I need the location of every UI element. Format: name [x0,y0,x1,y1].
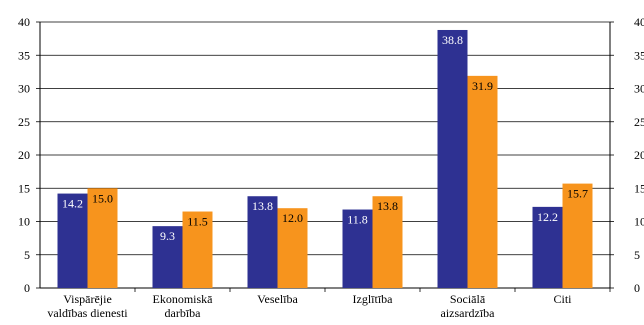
data-label: 38.8 [442,33,463,47]
data-label: 13.8 [377,199,398,213]
data-label: 14.2 [62,197,83,211]
category-label-line: Citi [553,292,572,306]
data-label: 11.5 [187,215,208,229]
y-tick-label-left: 30 [18,82,30,96]
axes: 0 0 5 5 10 10 15 15 20 20 25 25 30 30 35 35 40 40 [18,15,644,295]
category-labels: Vispārējie valdības dienesti Ekonomiskā dar… [47,292,572,320]
y-tick-label-left: 10 [18,215,30,229]
category-label-line: Izglītība [353,292,394,306]
data-label: 31.9 [472,79,493,93]
category-label-line: Veselība [257,292,298,306]
category-label: Citi [553,292,572,306]
data-labels: 14.2 15.0 9.3 11.5 13.8 12.0 11.8 13.8 38.8 31.9 1… [62,33,588,243]
bar [342,209,373,288]
y-tick-label-left: 35 [18,48,30,62]
data-label: 12.2 [537,210,558,224]
bar [57,193,88,288]
y-tick-label-left: 20 [18,148,30,162]
data-label: 11.8 [347,213,368,227]
data-label: 15.0 [92,191,113,205]
bar [532,206,563,288]
y-tick-label-right: 30 [634,82,644,96]
bar [247,196,278,288]
bar [277,208,308,288]
category-label: Izglītība [353,292,394,306]
category-label-line: Ekonomiskā [153,292,214,306]
bar [152,226,183,288]
category-label: Ekonomiskā darbība [153,292,214,320]
y-tick-label-right: 15 [634,181,644,195]
bar [562,183,593,288]
bar [437,29,468,288]
bar [372,196,403,288]
category-label: Vispārējie valdības dienesti [47,292,128,320]
gridlines [40,21,610,256]
category-label-line: Sociālā [450,292,486,306]
y-tick-label-right: 20 [634,148,644,162]
bar [467,75,498,289]
y-tick-label-right: 5 [634,248,640,262]
y-tick-label-left: 15 [18,181,30,195]
y-tick-label-right: 40 [634,15,644,29]
y-tick-label-right: 35 [634,48,644,62]
data-label: 15.7 [567,187,588,201]
category-label-line: Vispārējie [63,292,112,306]
category-label: Sociālā aizsardzība [441,292,496,320]
y-tick-label-left: 5 [24,248,30,262]
data-label: 13.8 [252,199,273,213]
data-label: 12.0 [282,211,303,225]
category-label-line: aizsardzība [441,306,496,320]
y-tick-label-right: 25 [634,115,644,129]
data-label: 9.3 [160,229,175,243]
y-tick-label-left: 40 [18,15,30,29]
category-label-line: valdības dienesti [47,306,128,320]
y-tick-label-right: 10 [634,215,644,229]
category-label-line: darbība [165,306,202,320]
bar [87,188,118,288]
y-tick-label-left: 0 [24,281,30,295]
category-label: Veselība [257,292,298,306]
y-tick-label-left: 25 [18,115,30,129]
bars [57,29,593,289]
y-tick-label-right: 0 [634,281,640,295]
bar [182,211,213,288]
